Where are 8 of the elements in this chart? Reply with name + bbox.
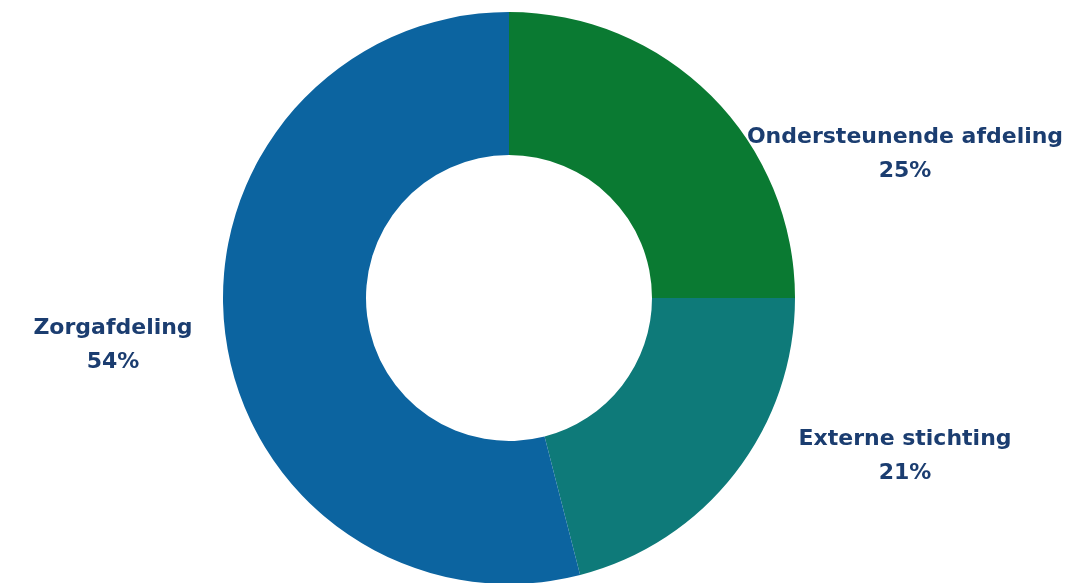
data-label: 54% xyxy=(86,347,140,373)
slice-label: Zorgafdeling xyxy=(33,313,193,339)
donut-slice xyxy=(544,298,795,576)
data-label: 21% xyxy=(878,459,932,485)
donut-slice xyxy=(223,12,581,583)
slice-label: Externe stichting xyxy=(798,425,1012,451)
data-label: 25% xyxy=(878,157,932,183)
slice-label: Ondersteunende afdeling xyxy=(746,123,1064,149)
